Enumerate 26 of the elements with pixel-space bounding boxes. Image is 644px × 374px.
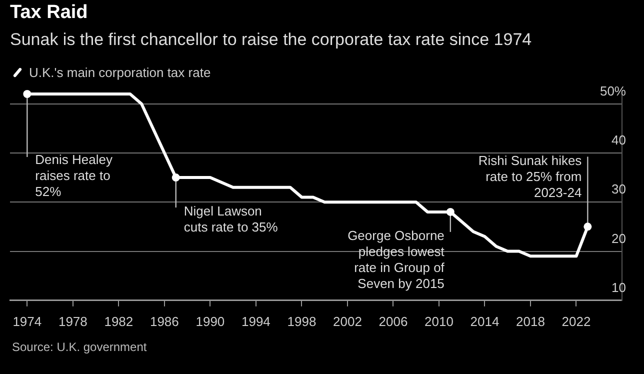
x-tick-label: 1986 — [150, 314, 179, 329]
y-tick-label: 20 — [612, 230, 626, 246]
y-tick-label: 30 — [612, 182, 626, 197]
x-tick-label: 2018 — [516, 314, 545, 329]
x-tick-label: 1990 — [196, 314, 225, 329]
chart-subtitle: Sunak is the first chancellor to raise the corporate tax rate since 1974 — [10, 30, 532, 50]
y-tick-label: 50% — [600, 83, 626, 98]
legend-label: U.K.'s main corporation tax rate — [29, 65, 211, 80]
chart-title: Tax Raid — [10, 2, 88, 24]
x-tick-label: 2002 — [332, 314, 362, 329]
x-tick-label: 1978 — [58, 314, 88, 329]
y-tick-label: 40 — [612, 132, 626, 148]
x-tick-label: 1974 — [12, 314, 42, 329]
annotation: Denis Healey raises rate to 52% — [35, 152, 113, 200]
x-tick-label: 1994 — [241, 314, 270, 329]
annotation: Nigel Lawson cuts rate to 35% — [184, 204, 278, 235]
annotation: George Osborne pledges lowest rate in Group of Seven by 2015 — [348, 228, 445, 292]
annotation: Rishi Sunak hikes rate to 25% from 2023-24 — [478, 152, 582, 200]
source-note: Source: U.K. government — [12, 340, 147, 354]
y-tick-label: 10 — [612, 280, 626, 295]
x-tick-label: 1982 — [104, 314, 134, 329]
x-tick-label: 1998 — [287, 314, 316, 329]
x-tick-label: 2006 — [378, 314, 408, 329]
x-tick-label: 2010 — [424, 314, 454, 329]
x-tick-label: 2014 — [470, 314, 500, 329]
x-tick-label: 2022 — [562, 314, 591, 329]
